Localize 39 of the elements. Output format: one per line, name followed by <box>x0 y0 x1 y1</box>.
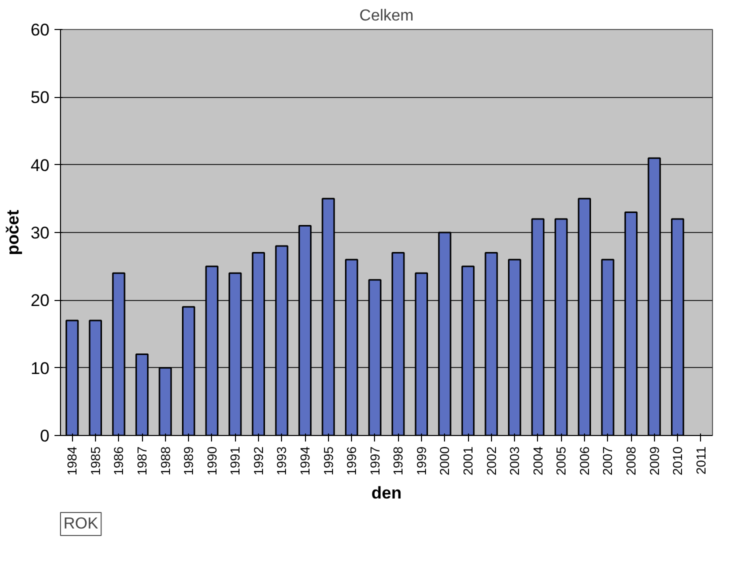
y-tick-label: 0 <box>40 426 50 446</box>
x-tick-label: 1994 <box>298 446 312 476</box>
y-tick-label: 50 <box>30 88 50 108</box>
x-tick-label: 2003 <box>507 446 522 476</box>
x-tick-label: 1997 <box>367 446 382 476</box>
y-tick-label: 40 <box>30 156 50 175</box>
x-tick-label: 2002 <box>484 446 499 476</box>
x-tick-label: 1987 <box>134 446 150 476</box>
x-tick-label: 1985 <box>88 446 103 476</box>
chart-title: Celkem <box>359 8 414 24</box>
x-tick-label: 2006 <box>576 446 592 476</box>
x-tick-label: 1990 <box>204 446 220 476</box>
x-tick-label: 1996 <box>344 446 360 476</box>
text: ROK <box>64 516 98 532</box>
x-tick-label: 2010 <box>670 446 686 476</box>
y-tick-label: 10 <box>30 358 50 378</box>
x-tick-label: 2004 <box>530 446 546 476</box>
x-tick-label: 1998 <box>390 446 406 476</box>
x-tick-label: 1984 <box>64 446 80 476</box>
y-tick-label: 60 <box>30 20 50 40</box>
x-tick-label: 2005 <box>554 446 569 476</box>
x-axis-title: den <box>371 483 402 502</box>
x-tick-label: 1991 <box>228 446 243 476</box>
x-tick-label: 2008 <box>624 446 638 476</box>
x-tick-label: 2000 <box>437 446 452 476</box>
y-axis-title: počet <box>4 209 23 256</box>
x-tick-label: 1986 <box>111 446 126 476</box>
x-tick-label: 1999 <box>414 446 429 476</box>
x-tick-label: 2001 <box>460 446 476 476</box>
y-tick-label: 20 <box>30 291 50 310</box>
x-tick-label: 2007 <box>600 446 616 476</box>
x-tick-label: 1988 <box>158 446 173 476</box>
x-tick-label: 1989 <box>181 446 196 476</box>
x-tick-label: 2009 <box>646 446 662 476</box>
x-tick-label: 1992 <box>250 446 266 476</box>
x-tick-label: 1993 <box>274 446 290 476</box>
y-tick-label: 30 <box>30 224 50 242</box>
x-tick-label: 1995 <box>320 446 336 476</box>
x-tick-label: 2011 <box>693 446 708 474</box>
